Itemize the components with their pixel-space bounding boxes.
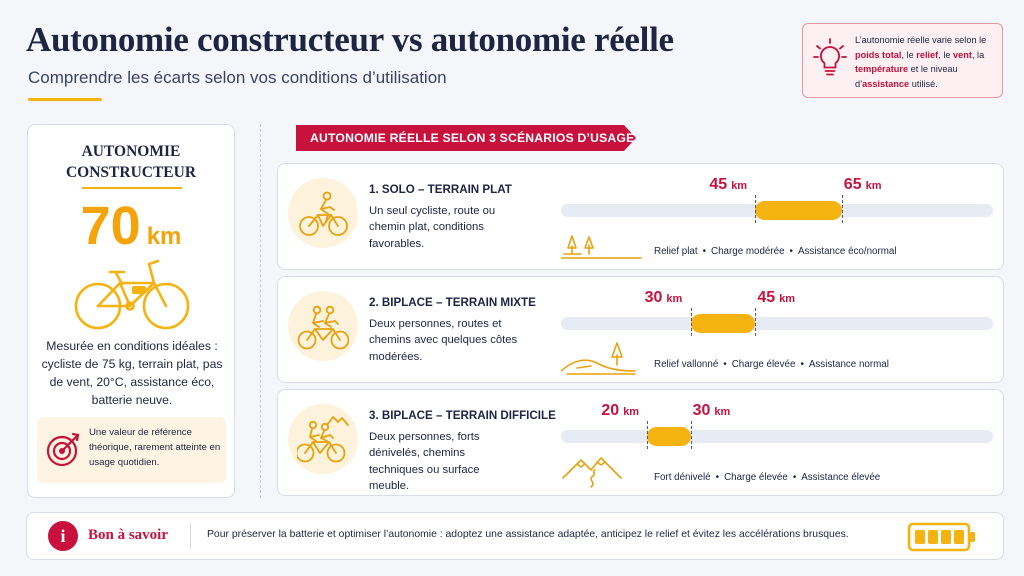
page-subtitle: Comprendre les écarts selon vos conditio… — [28, 68, 447, 87]
range-max-label: 45 km — [757, 289, 796, 306]
manufacturer-range-number: 70 — [80, 196, 141, 256]
solo-cyclist-icon — [299, 191, 348, 236]
range-min-marker — [690, 308, 692, 336]
note-highlight-relief: relief — [916, 49, 939, 60]
tip-text: Pour préserver la batterie et optimiser … — [207, 529, 849, 540]
range-bar — [755, 201, 842, 220]
range-min-label: 45 km — [709, 176, 748, 193]
lightbulb-icon — [813, 38, 847, 76]
tip-label: Bon à savoir — [88, 527, 169, 543]
target-icon — [46, 432, 80, 467]
scenario-conditions: Fort dénivelé • Charge élevée • Assistance é… — [654, 472, 881, 483]
scenario-icon-circle — [288, 291, 358, 361]
mountains-path-icon — [562, 457, 622, 488]
range-bar — [647, 427, 691, 446]
scenario-description: Un seul cycliste, route ou chemin plat, … — [369, 205, 496, 250]
scenario-card-solo-flat: 1. SOLO – TERRAIN PLAT Un seul cycliste,… — [277, 163, 1004, 270]
range-max-marker — [690, 421, 692, 449]
tandem-cyclists-icon — [297, 305, 349, 350]
scenarios-banner-label: AUTONOMIE RÉELLE SELON 3 SCÉNARIOS D’USA… — [310, 131, 635, 145]
tip-footer: i Bon à savoir Pour préserver la batteri… — [26, 512, 1004, 560]
manufacturer-range-unit: km — [146, 223, 182, 250]
title-underline — [28, 98, 102, 101]
trees-flat-icon — [561, 235, 642, 259]
manufacturer-conditions: Mesurée en conditions idéales : cycliste… — [41, 339, 223, 407]
banner-ribbon-shape — [296, 125, 636, 151]
reference-note-text: Une valeur de référence théorique, rarem… — [89, 427, 221, 468]
range-bar — [690, 314, 756, 333]
tandem-mountain-icon — [297, 416, 349, 463]
range-min-marker — [755, 195, 757, 223]
range-max-marker — [841, 195, 843, 223]
scenario-title: 3. BIPLACE – TERRAIN DIFFICILE — [369, 409, 556, 422]
note-text: L’autonomie réelle varie selon le poids … — [855, 35, 987, 89]
scenario-description: Deux personnes, routes et chemins avec q… — [369, 318, 518, 363]
scenario-description: Deux personnes, forts dénivelés, chemins… — [369, 431, 480, 492]
scenario-title: 2. BIPLACE – TERRAIN MIXTE — [369, 296, 536, 309]
reference-note-box: Une valeur de référence théorique, rarem… — [37, 417, 226, 483]
heading-divider — [82, 187, 182, 189]
ebike-icon — [74, 259, 190, 330]
hills-tree-icon — [561, 342, 636, 375]
manufacturer-card: AUTONOMIE CONSTRUCTEUR 70 km Mesurée en c… — [27, 124, 235, 498]
scenario-card-tandem-difficult: 3. BIPLACE – TERRAIN DIFFICILE Deux pers… — [277, 389, 1004, 496]
range-scale-track — [561, 430, 993, 443]
scenario-icon-circle — [288, 178, 358, 248]
note-highlight-temperature: température — [855, 64, 909, 74]
range-min-label: 20 km — [601, 402, 640, 419]
note-highlight-vent: vent — [953, 49, 972, 60]
scenario-title: 1. SOLO – TERRAIN PLAT — [369, 183, 512, 196]
range-min-label: 30 km — [644, 289, 683, 306]
range-max-marker — [755, 308, 757, 336]
footer-divider — [190, 523, 191, 549]
section-divider — [260, 124, 261, 498]
note-highlight-poids: poids total — [855, 49, 902, 60]
scenario-conditions: Relief plat • Charge modérée • Assistance éc… — [654, 246, 897, 257]
scenarios-banner: AUTONOMIE RÉELLE SELON 3 SCÉNARIOS D’USA… — [296, 125, 636, 151]
scenario-conditions: Relief vallonné • Charge élevée • Assistance… — [654, 359, 889, 370]
manufacturer-range-value: 70 km — [28, 195, 234, 257]
range-scale-track — [561, 317, 993, 330]
page-title: Autonomie constructeur vs autonomie réel… — [26, 20, 674, 59]
info-note-box: L’autonomie réelle varie selon le poids … — [802, 23, 1003, 98]
range-max-label: 65 km — [843, 176, 882, 193]
info-icon: i — [48, 521, 78, 551]
scenario-card-tandem-mixed: 2. BIPLACE – TERRAIN MIXTE Deux personne… — [277, 276, 1004, 383]
manufacturer-heading: AUTONOMIE CONSTRUCTEUR — [65, 143, 197, 181]
scenario-icon-circle — [288, 404, 358, 474]
range-min-marker — [647, 421, 649, 449]
range-max-label: 30 km — [692, 402, 731, 419]
battery-full-icon — [907, 522, 975, 552]
note-highlight-assistance: assistance — [862, 78, 910, 89]
